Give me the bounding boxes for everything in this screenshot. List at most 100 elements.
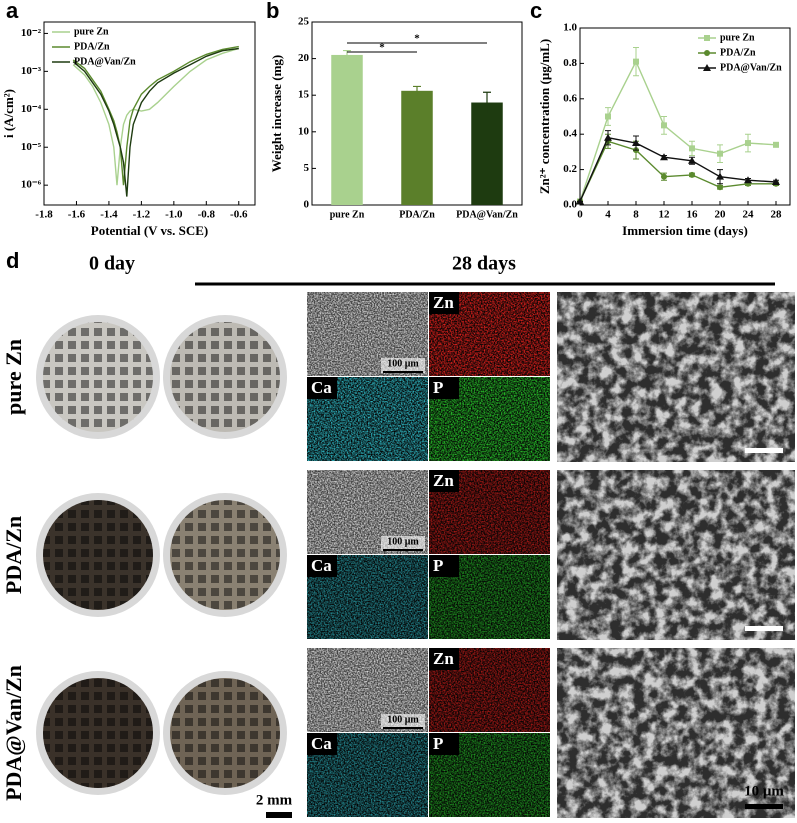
- x-axis-label: Potential (V vs. SCE): [91, 223, 208, 238]
- bar: [471, 102, 503, 205]
- bar: [331, 54, 363, 205]
- y-tick-label: 10⁻³: [21, 65, 42, 77]
- map-label: Zn: [433, 293, 454, 312]
- x-tick-label: 20: [715, 209, 727, 221]
- plot-frame: [43, 21, 256, 206]
- row-label: PDA@Van/Zn: [1, 665, 26, 801]
- series-line: [72, 47, 239, 186]
- x-tick-label: -1.0: [165, 209, 183, 221]
- marker: [689, 171, 695, 178]
- map-label: Ca: [311, 378, 332, 397]
- sample-grid: [43, 322, 153, 432]
- scale-label: 100 μm: [387, 358, 419, 369]
- error-bar: [413, 85, 421, 96]
- marker: [660, 153, 668, 161]
- scale-box: [381, 536, 425, 551]
- marker: [661, 173, 667, 180]
- column-header: 0 day: [89, 253, 135, 275]
- map-label-box: [429, 292, 459, 314]
- x-tick-label: PDA@Van/Zn: [456, 209, 518, 220]
- marker: [576, 197, 584, 205]
- marker: [604, 133, 612, 141]
- y-tick-label: 0: [304, 199, 310, 211]
- marker: [717, 150, 723, 157]
- y-tick-label: 10⁻⁴: [21, 103, 42, 115]
- scale-box: [381, 714, 425, 729]
- sem-scale-label: 10 μm: [744, 783, 784, 799]
- panel-label: a: [6, 0, 19, 23]
- scale-label: 100 μm: [387, 536, 419, 547]
- legend-label: PDA@Van/Zn: [74, 56, 136, 67]
- marker: [688, 156, 696, 164]
- sem-scale-bar: [745, 626, 783, 631]
- series-line: [579, 140, 776, 202]
- series-line: [579, 136, 777, 202]
- legend-marker: [704, 50, 710, 56]
- y-tick-label: 10: [298, 125, 310, 137]
- x-tick-label: 0: [577, 209, 583, 221]
- y-tick-label: 0.2: [563, 163, 577, 175]
- x-tick-label: 12: [659, 209, 671, 221]
- x-tick-label: -0.8: [198, 209, 216, 221]
- map-label: Zn: [433, 649, 454, 668]
- legend-label: pure Zn: [720, 32, 755, 43]
- x-tick-label: -1.6: [68, 209, 86, 221]
- map-label-box: [429, 555, 459, 577]
- legend-label: PDA/Zn: [74, 41, 110, 52]
- y-axis-label: Zn²⁺ concentration (μg/mL): [537, 39, 552, 194]
- x-tick-label: -1.2: [133, 209, 151, 221]
- x-tick-label: 16: [687, 209, 699, 221]
- y-tick-label: 0.4: [563, 128, 577, 140]
- y-tick-label: 10⁻⁵: [21, 141, 42, 153]
- map-label: Ca: [311, 734, 332, 753]
- y-tick-label: 0.8: [563, 57, 577, 69]
- marker: [661, 122, 667, 129]
- column-header: 28 days: [452, 253, 516, 275]
- legend-label: pure Zn: [74, 26, 109, 37]
- sample-grid: [170, 678, 280, 788]
- x-tick-label: 28: [771, 209, 783, 221]
- y-tick-label: 10⁻²: [21, 27, 42, 39]
- sample-grid: [43, 678, 153, 788]
- x-tick-label: 24: [743, 209, 755, 221]
- map-label-box: [429, 733, 459, 755]
- marker: [772, 177, 780, 185]
- map-label-box: [307, 377, 337, 399]
- bar: [401, 90, 433, 205]
- y-tick-label: 5: [304, 162, 310, 174]
- map-label-box: [307, 555, 337, 577]
- y-tick-label: 20: [298, 52, 310, 64]
- marker: [744, 176, 752, 184]
- panel-label: d: [6, 248, 19, 273]
- x-tick-label: PDA/Zn: [399, 209, 435, 220]
- significance-label: *: [414, 33, 420, 45]
- marker: [717, 184, 723, 191]
- sem-scale-bar: [745, 804, 783, 809]
- x-tick-label: -1.4: [100, 209, 118, 221]
- error-bar: [483, 91, 491, 113]
- series-line: [72, 45, 239, 186]
- sample-grid: [170, 322, 280, 432]
- x-tick-label: 4: [605, 209, 611, 221]
- sem-image: [557, 470, 795, 640]
- photo-scale-label: 2 mm: [256, 792, 293, 808]
- sem-image: [557, 292, 795, 462]
- plot-frame: [579, 27, 791, 206]
- legend-marker: [703, 64, 711, 71]
- marker: [632, 139, 640, 147]
- y-axis-label: Weight increase (mg): [269, 55, 284, 172]
- x-tick-label: 8: [633, 209, 639, 221]
- map-label: P: [433, 556, 443, 575]
- y-tick-label: 15: [298, 89, 310, 101]
- sem-scale-bar: [745, 448, 783, 453]
- marker: [716, 172, 724, 180]
- marker: [773, 141, 779, 148]
- sample-grid: [43, 500, 153, 610]
- y-tick-label: 0.0: [563, 199, 577, 211]
- legend-label: PDA@Van/Zn: [720, 62, 782, 73]
- panel-label: b: [266, 0, 279, 23]
- legend-marker: [704, 35, 710, 41]
- marker: [745, 140, 751, 147]
- row-label: pure Zn: [1, 339, 26, 415]
- map-label-box: [429, 377, 459, 399]
